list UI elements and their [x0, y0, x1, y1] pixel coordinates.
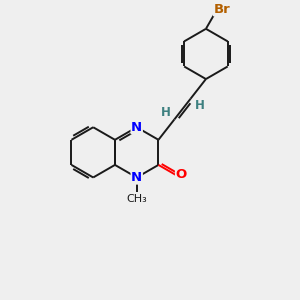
Text: N: N: [131, 121, 142, 134]
Text: H: H: [194, 99, 204, 112]
Text: O: O: [176, 168, 187, 181]
Text: Br: Br: [214, 3, 230, 16]
Text: H: H: [160, 106, 170, 119]
Text: CH₃: CH₃: [126, 194, 147, 204]
Text: N: N: [131, 171, 142, 184]
